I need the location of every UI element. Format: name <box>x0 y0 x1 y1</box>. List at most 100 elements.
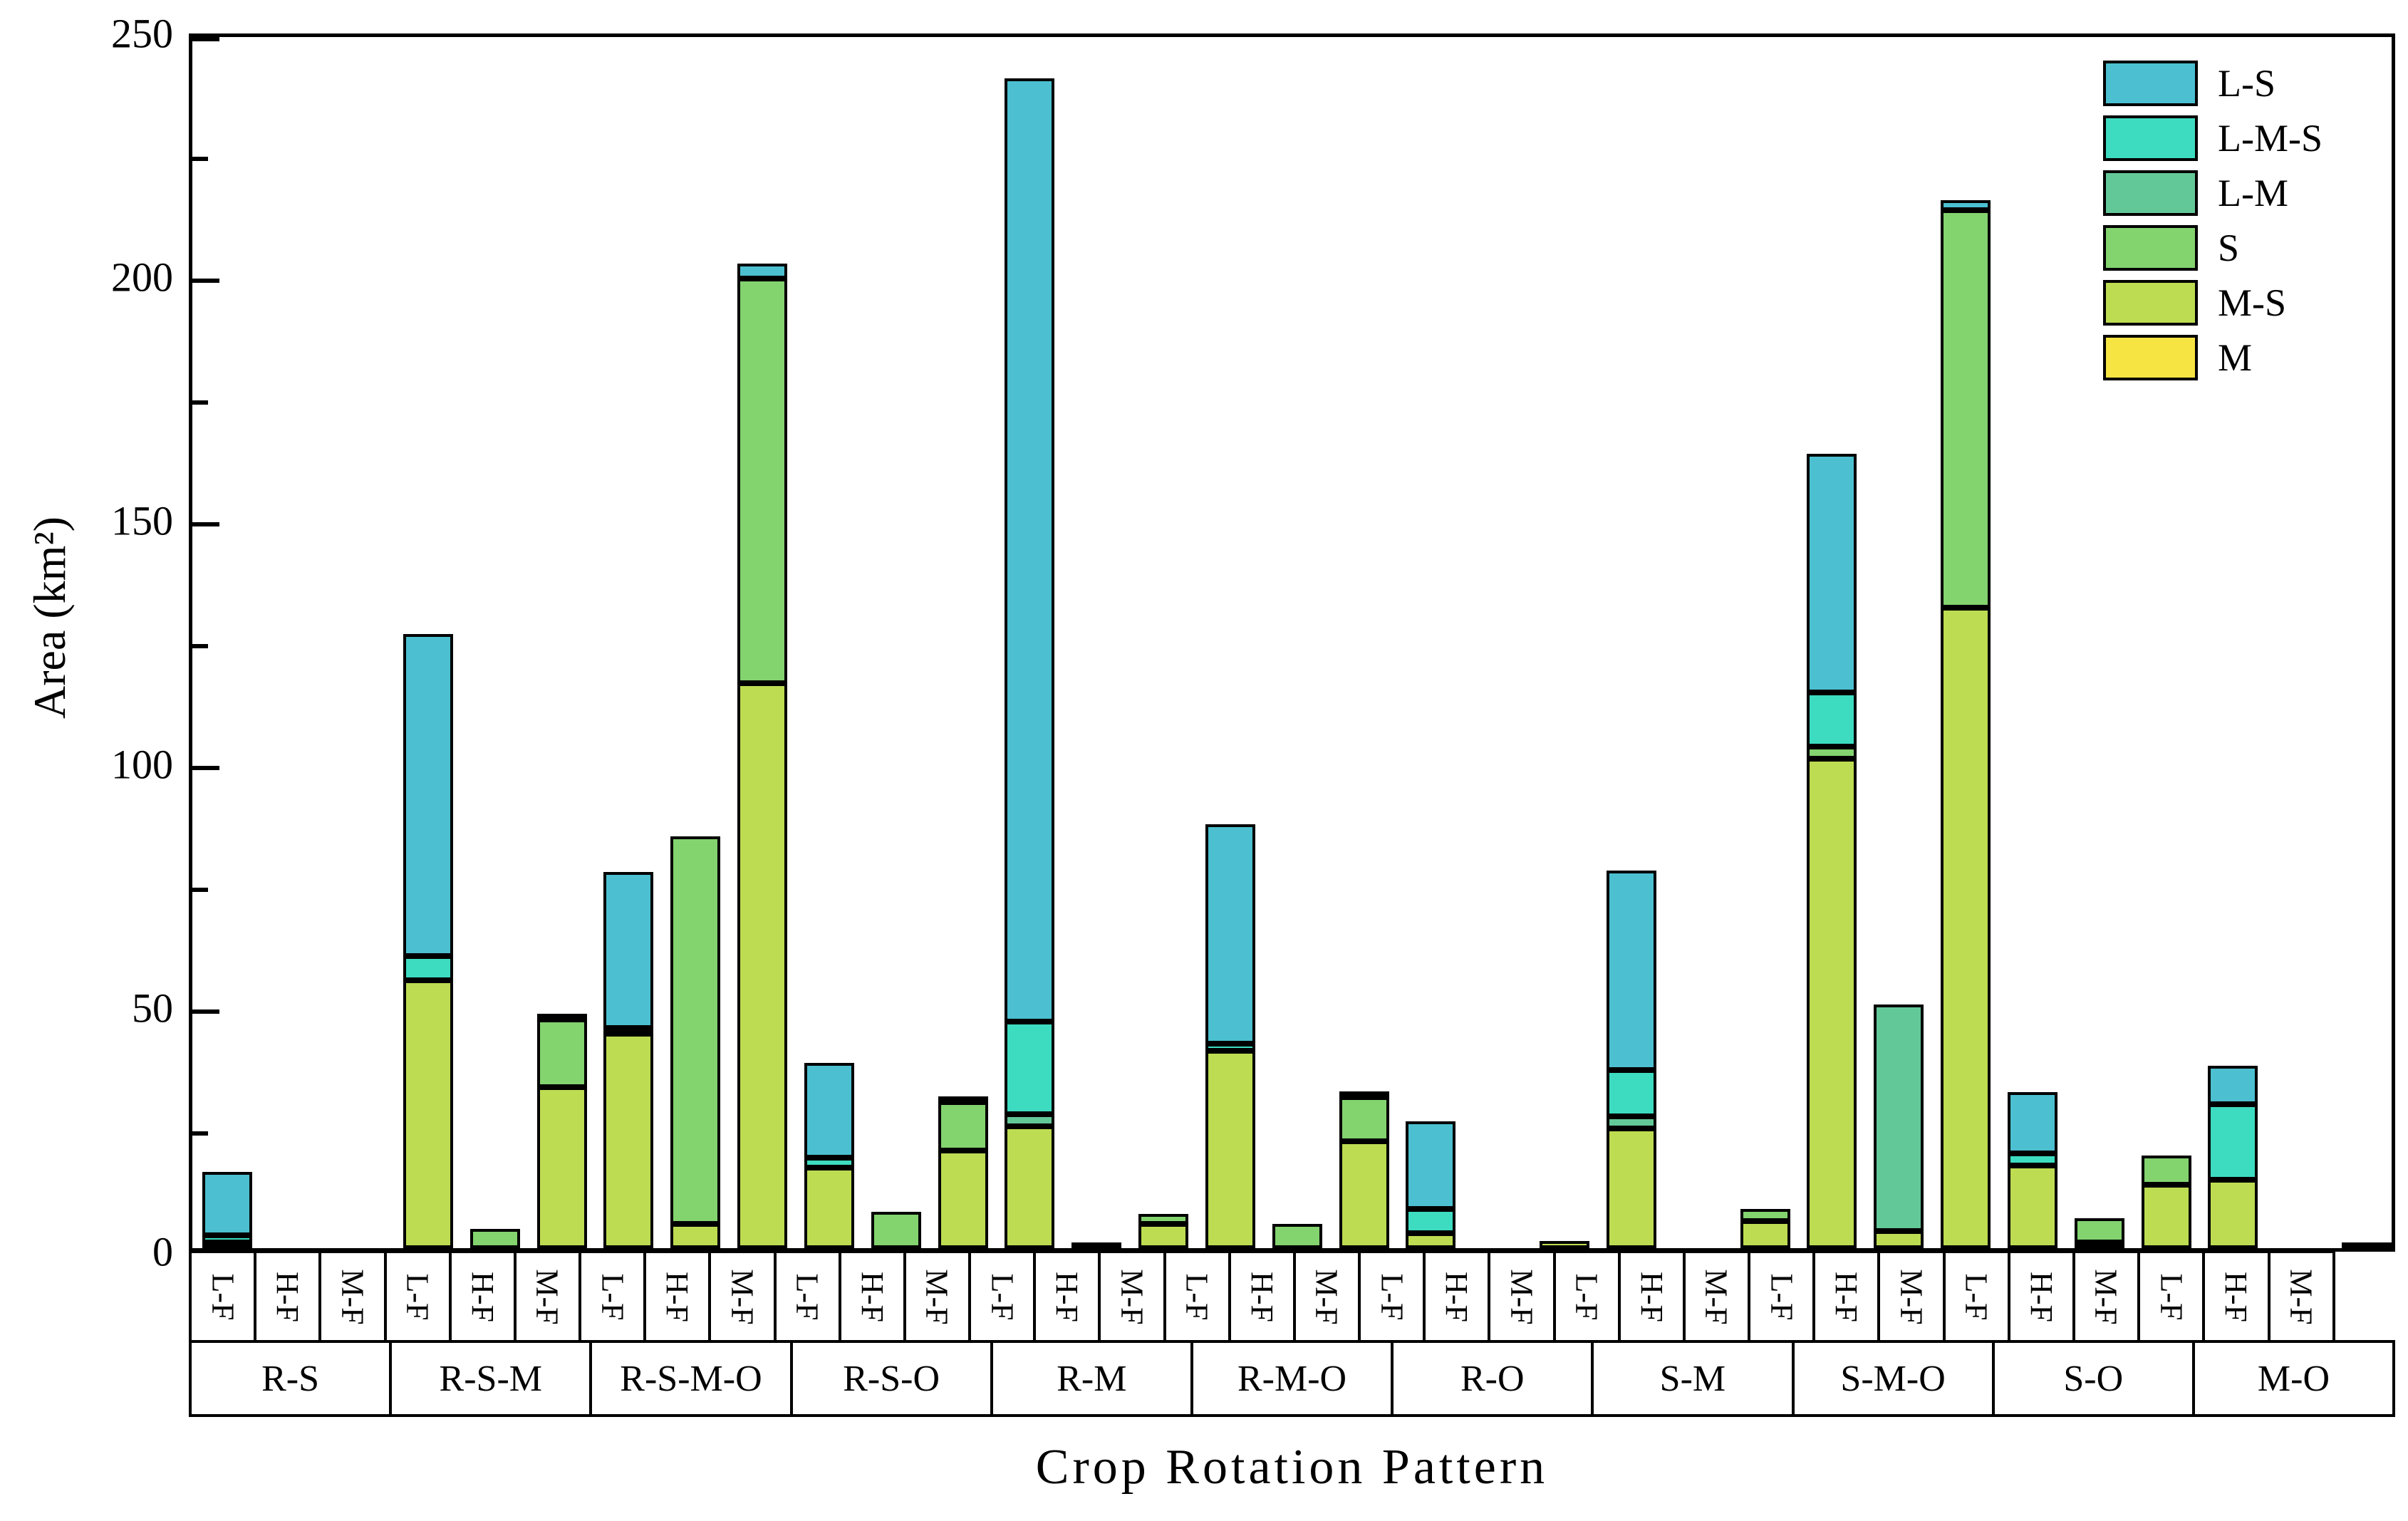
bar-segment-L-M <box>1606 1116 1656 1129</box>
legend-swatch-M-S <box>2103 280 2198 326</box>
bar-segment-L-S <box>1339 1091 1389 1097</box>
bar-segment-L-S <box>1941 200 1991 211</box>
bar-segment-M-S <box>737 682 788 1248</box>
bar-R-O-M-F <box>1540 1240 1590 1248</box>
bar-segment-M-S <box>2208 1180 2258 1248</box>
bar-segment-M-S <box>1005 1126 1055 1248</box>
bar-R-M-H-F <box>1071 1242 1122 1248</box>
bar-segment-S <box>2141 1156 2191 1185</box>
x-bar-label: M-F <box>1504 1268 1540 1325</box>
bar-R-S-L-F <box>202 1171 252 1248</box>
bar-segment-L-M-S <box>202 1235 252 1242</box>
bar-R-O-L-F <box>1406 1121 1456 1248</box>
x-bar-label-cell: H-F <box>1617 1250 1686 1343</box>
legend-label: S <box>2218 227 2240 269</box>
bar-R-S-M-H-F <box>469 1228 520 1248</box>
x-bar-label: H-F <box>1829 1271 1864 1322</box>
x-bar-label-cell: M-F <box>1488 1250 1556 1343</box>
bar-group-R-S <box>192 37 393 1248</box>
x-bar-label: H-F <box>465 1271 500 1322</box>
x-bar-label-cell: M-F <box>1098 1250 1166 1343</box>
x-bar-label-cell: M-F <box>1877 1250 1946 1343</box>
legend-swatch-M <box>2103 335 2198 380</box>
bar-segment-M-S <box>1138 1223 1189 1248</box>
y-tick-label: 250 <box>111 10 173 57</box>
legend-label: M-S <box>2218 281 2287 324</box>
bar-segment-L-S <box>1606 870 1656 1071</box>
bar-segment-L-S <box>1807 454 1857 693</box>
x-group-label: R-S-M <box>439 1358 543 1399</box>
bar-segment-S <box>938 1101 988 1151</box>
bar-segment-S <box>1941 210 1991 608</box>
legend-label: L-M <box>2218 172 2288 214</box>
bar-S-M-O-M-F <box>1941 200 1991 1248</box>
bar-S-M-M-F <box>1740 1209 1790 1248</box>
x-bar-label: L-F <box>2154 1273 2189 1320</box>
x-bar-label-cell: M-F <box>2267 1250 2335 1343</box>
x-axis-title: Crop Rotation Pattern <box>1035 1440 1549 1495</box>
bar-segment-M-S <box>202 1242 252 1248</box>
x-bar-label-cell: L-F <box>773 1250 841 1343</box>
x-bar-label: L-F <box>1569 1273 1604 1320</box>
group-label-row: R-S R-S-M R-S-M-O R-S-O R-M R-M-O R-O S-M S-M-O S… <box>189 1340 2396 1417</box>
x-bar-label-cell: H-F <box>2007 1250 2075 1343</box>
x-group-label: M-O <box>2257 1358 2330 1399</box>
legend-item-M-S: M-S <box>2103 280 2323 326</box>
bar-R-S-M-M-F <box>536 1013 587 1248</box>
bar-segment-S <box>1138 1214 1189 1224</box>
bar-group-R-O <box>1396 37 1597 1248</box>
x-bar-label: L-F <box>789 1273 825 1320</box>
x-bar-label: M-F <box>1114 1268 1150 1325</box>
bar-R-M-O-H-F <box>1272 1223 1322 1248</box>
x-bar-label: L-F <box>1179 1273 1215 1320</box>
legend-item-L-M: L-M <box>2103 170 2323 216</box>
bar-segment-L-S <box>938 1096 988 1102</box>
bar-group-S-M <box>1597 37 1797 1248</box>
x-bar-label: M-F <box>1699 1268 1735 1325</box>
bar-segment-S <box>1272 1223 1322 1248</box>
legend-swatch-L-M-S <box>2103 115 2198 161</box>
y-axis-title: Area (km²) <box>24 516 75 719</box>
x-bar-label: L-F <box>1764 1273 1800 1320</box>
x-bar-label: H-F <box>660 1271 695 1322</box>
y-minor-tick <box>192 400 208 405</box>
x-bar-label-cell: H-F <box>254 1250 322 1343</box>
x-group-label: R-S-O <box>843 1358 940 1399</box>
bar-segment-M-S <box>603 1034 654 1248</box>
bar-S-M-O-H-F <box>1874 1005 1924 1248</box>
bar-segment-S <box>1807 746 1857 759</box>
x-bar-label-cell: H-F <box>838 1250 906 1343</box>
bar-segment-M-S <box>1071 1242 1122 1248</box>
y-tick-label: 100 <box>111 741 173 788</box>
y-minor-tick <box>192 888 208 892</box>
legend-swatch-L-M <box>2103 170 2198 216</box>
bar-segment-S <box>737 278 788 683</box>
x-group-label: S-M-O <box>1840 1358 1946 1399</box>
bar-segment-L-M-S <box>1005 1021 1055 1114</box>
bar-R-M-L-F <box>1005 78 1055 1248</box>
bar-segment-L-S <box>1205 824 1255 1044</box>
x-group-label: R-S-M-O <box>620 1358 762 1399</box>
x-bar-label: H-F <box>1049 1271 1085 1322</box>
x-bar-label-cell: H-F <box>1033 1250 1101 1343</box>
bar-segment-M-S <box>2007 1165 2057 1248</box>
x-bar-label-cell: M-F <box>1682 1250 1751 1343</box>
bar-segment-L-S <box>202 1171 252 1235</box>
x-bar-label-cell: H-F <box>1228 1250 1296 1343</box>
bar-segment-L-S <box>603 872 654 1029</box>
bar-segment-M-S <box>1406 1233 1456 1248</box>
bar-S-M-L-F <box>1606 870 1656 1248</box>
x-bar-label-cell: M-F <box>513 1250 582 1343</box>
bar-segment-S <box>536 1019 587 1088</box>
y-major-tick <box>192 37 219 41</box>
bar-S-O-M-F <box>2141 1156 2191 1248</box>
x-group-label: S-O <box>2063 1358 2124 1399</box>
bar-R-S-O-M-F <box>938 1096 988 1248</box>
bar-segment-L-S <box>1005 78 1055 1022</box>
x-bar-label-cell: L-F <box>1942 1250 2010 1343</box>
x-bar-label-cell: M-F <box>2072 1250 2141 1343</box>
legend-swatch-S <box>2103 225 2198 271</box>
bar-group-M-O <box>2198 37 2399 1248</box>
x-group-label-cell: R-M-O <box>1190 1340 1394 1417</box>
